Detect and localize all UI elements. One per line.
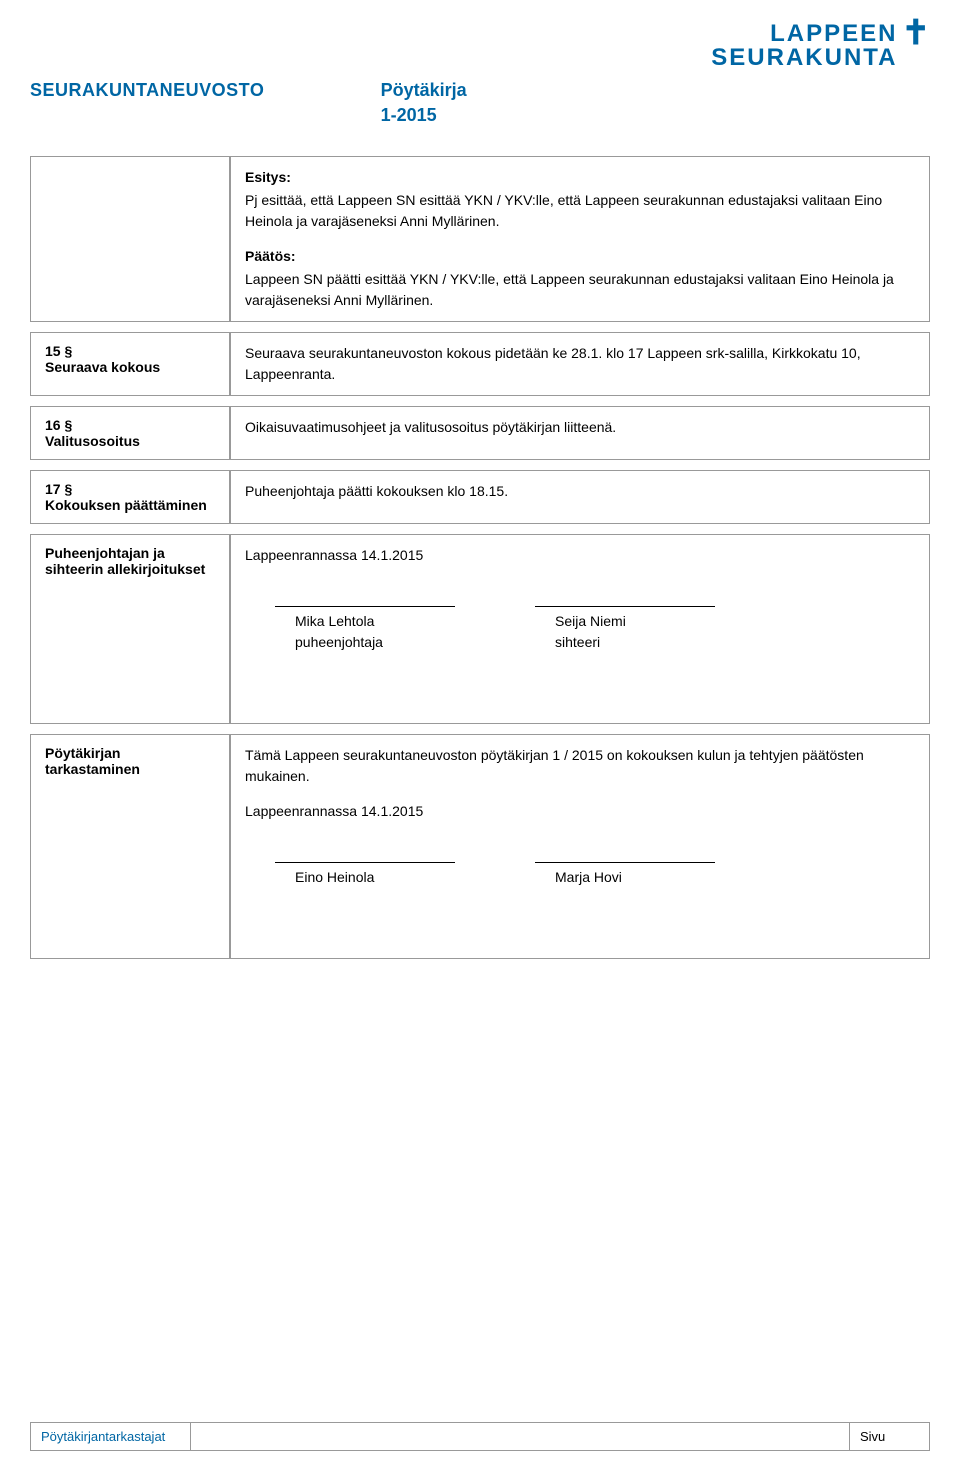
signature-line (275, 606, 455, 607)
signature-title: puheenjohtaja (275, 632, 455, 653)
block-label: Esitys: (245, 167, 915, 188)
block-label: Päätös: (245, 246, 915, 267)
signature-block: Marja Hovi (535, 862, 715, 888)
section-content-cell: Tämä Lappeen seurakuntaneuvoston pöytäki… (230, 734, 930, 959)
footer-table: Pöytäkirjantarkastajat Sivu (30, 1422, 930, 1451)
section-row: Puheenjohtajan ja sihteerin allekirjoitu… (30, 534, 930, 724)
signature-block: Mika Lehtolapuheenjohtaja (275, 606, 455, 653)
section-row: 17 § Kokouksen päättäminen Puheenjohtaja … (30, 470, 930, 524)
section-heading-cell: 15 § Seuraava kokous (30, 332, 230, 396)
section-row: Pöytäkirjan tarkastaminen Tämä Lappeen se… (30, 734, 930, 959)
section-row: 15 § Seuraava kokous Seuraava seurakuntan… (30, 332, 930, 396)
block-text: Oikaisuvaatimusohjeet ja valitusosoitus … (245, 417, 915, 438)
signature-line (275, 862, 455, 863)
footer-page-label: Sivu (850, 1423, 930, 1451)
doc-number: 1-2015 (381, 105, 712, 126)
section-content-cell: Oikaisuvaatimusohjeet ja valitusosoitus … (230, 406, 930, 460)
signature-row: Mika Lehtolapuheenjohtaja Seija Niemisiht… (275, 606, 915, 653)
header-logo: LAPPEEN SEURAKUNTA ✝ (711, 20, 930, 72)
logo: LAPPEEN SEURAKUNTA ✝ (711, 20, 930, 72)
org-name: SEURAKUNTANEUVOSTO (30, 80, 361, 101)
block-text: Tämä Lappeen seurakuntaneuvoston pöytäki… (245, 745, 915, 787)
signature-block: Seija Niemisihteeri (535, 606, 715, 653)
section-content-cell: Lappeenrannassa 14.1.2015 Mika Lehtolapuh… (230, 534, 930, 724)
minutes-table: Esitys:Pj esittää, että Lappeen SN esitt… (30, 146, 930, 969)
section-content-cell: Puheenjohtaja päätti kokouksen klo 18.15… (230, 470, 930, 524)
document-header: SEURAKUNTANEUVOSTO Pöytäkirja 1-2015 LAP… (30, 20, 930, 126)
logo-line-2: SEURAKUNTA (711, 44, 897, 72)
block-text: Lappeen SN päätti esittää YKN / YKV:lle,… (245, 269, 915, 311)
footer-mid (191, 1423, 850, 1451)
section-row: Esitys:Pj esittää, että Lappeen SN esitt… (30, 156, 930, 322)
section-heading-cell: 17 § Kokouksen päättäminen (30, 470, 230, 524)
signature-row: Eino Heinola Marja Hovi (275, 862, 915, 888)
section-content-cell: Seuraava seurakuntaneuvoston kokous pide… (230, 332, 930, 396)
signature-name: Marja Hovi (535, 867, 715, 888)
cross-icon: ✝ (902, 16, 931, 50)
signature-line (535, 862, 715, 863)
section-heading-cell (30, 156, 230, 322)
doc-type: Pöytäkirja (381, 80, 712, 101)
footer-left-label: Pöytäkirjantarkastajat (31, 1423, 191, 1451)
section-heading-cell: Pöytäkirjan tarkastaminen (30, 734, 230, 959)
header-org: SEURAKUNTANEUVOSTO (30, 20, 361, 101)
block-text: Seuraava seurakuntaneuvoston kokous pide… (245, 343, 915, 385)
signature-name: Mika Lehtola (275, 611, 455, 632)
signature-name: Seija Niemi (535, 611, 715, 632)
section-content-cell: Esitys:Pj esittää, että Lappeen SN esitt… (230, 156, 930, 322)
section-row: 16 § Valitusosoitus Oikaisuvaatimusohjeet… (30, 406, 930, 460)
section-heading-cell: Puheenjohtajan ja sihteerin allekirjoitu… (30, 534, 230, 724)
signature-title: sihteeri (535, 632, 715, 653)
page-container: SEURAKUNTANEUVOSTO Pöytäkirja 1-2015 LAP… (0, 0, 960, 1463)
header-doc-info: Pöytäkirja 1-2015 (361, 20, 712, 126)
logo-text: LAPPEEN SEURAKUNTA (711, 20, 897, 72)
block-text: Pj esittää, että Lappeen SN esittää YKN … (245, 190, 915, 232)
block-text: Puheenjohtaja päätti kokouksen klo 18.15… (245, 481, 915, 502)
block-text: Lappeenrannassa 14.1.2015 (245, 801, 915, 822)
signature-name: Eino Heinola (275, 867, 455, 888)
signature-block: Eino Heinola (275, 862, 455, 888)
signature-line (535, 606, 715, 607)
block-text: Lappeenrannassa 14.1.2015 (245, 545, 915, 566)
section-heading-cell: 16 § Valitusosoitus (30, 406, 230, 460)
